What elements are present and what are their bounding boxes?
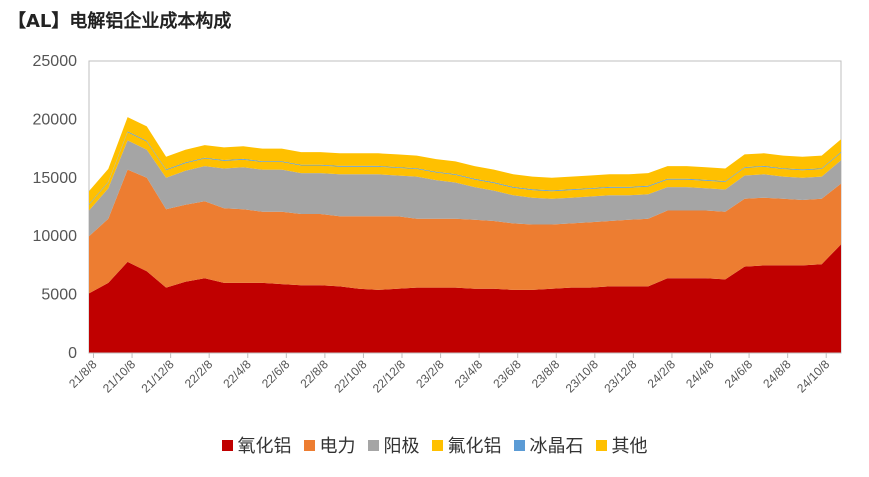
x-tick-label: 22/8/8 — [298, 357, 332, 391]
area-series-2 — [89, 140, 841, 237]
area-series-1 — [89, 169, 841, 294]
x-tick-label: 22/4/8 — [220, 357, 254, 391]
y-tick-label: 15000 — [33, 170, 78, 187]
x-tick-label: 22/2/8 — [182, 357, 216, 391]
x-tick-label: 23/4/8 — [452, 357, 486, 391]
x-tick-label: 24/4/8 — [683, 357, 717, 391]
x-tick-label: 21/12/8 — [139, 357, 177, 395]
x-tick-label: 23/8/8 — [529, 357, 563, 391]
legend-item: 氟化铝 — [431, 432, 502, 458]
legend-label: 冰晶石 — [529, 436, 584, 457]
x-tick-label: 24/10/8 — [794, 357, 832, 395]
x-tick-label: 22/10/8 — [331, 357, 369, 395]
legend-item: 氧化铝 — [221, 432, 292, 458]
area-series-5 — [89, 117, 841, 204]
x-tick-label: 21/8/8 — [66, 357, 100, 391]
legend-swatch — [513, 439, 525, 451]
x-tick-label: 23/10/8 — [563, 357, 601, 395]
legend-label: 氧化铝 — [237, 436, 292, 457]
area-series-3 — [89, 132, 841, 211]
legend-swatch — [431, 439, 443, 451]
x-tick-label: 22/12/8 — [370, 357, 408, 395]
y-axis: 0 5000 10000 15000 20000 25000 — [33, 53, 78, 362]
legend-item: 电力 — [303, 432, 356, 458]
legend-swatch — [303, 439, 315, 451]
legend-label: 电力 — [319, 436, 356, 457]
x-axis: 21/8/8 21/10/8 21/12/8 22/2/8 22/4/8 22/6/8 22… — [66, 352, 841, 395]
area-series-0 — [89, 244, 841, 353]
y-tick-label: 20000 — [33, 111, 78, 128]
y-tick-label: 25000 — [33, 53, 78, 70]
y-tick-label: 5000 — [41, 287, 77, 304]
x-tick-label: 24/6/8 — [722, 357, 756, 391]
legend-label: 其他 — [611, 436, 648, 457]
legend-swatch — [367, 439, 379, 451]
x-tick-label: 21/10/8 — [100, 357, 138, 395]
x-tick-label: 24/8/8 — [760, 357, 794, 391]
x-tick-label: 23/6/8 — [490, 357, 524, 391]
chart-title: 【AL】电解铝企业成本构成 — [8, 11, 232, 32]
legend-label: 氟化铝 — [447, 436, 502, 457]
x-tick-label: 24/2/8 — [645, 357, 679, 391]
x-tick-label: 23/12/8 — [601, 357, 639, 395]
legend-item: 冰晶石 — [513, 432, 584, 458]
x-tick-label: 23/2/8 — [413, 357, 447, 391]
x-tick-label: 22/6/8 — [259, 357, 293, 391]
legend-swatch — [595, 439, 607, 451]
y-tick-label: 0 — [68, 345, 77, 362]
area-layers — [89, 117, 841, 353]
y-tick-label: 10000 — [33, 228, 78, 245]
legend-label: 阳极 — [383, 436, 420, 457]
legend: 氧化铝 电力 阳极 氟化铝 冰晶石 其他 — [0, 432, 869, 458]
legend-item: 阳极 — [367, 432, 420, 458]
legend-swatch — [221, 439, 233, 451]
legend-item: 其他 — [595, 432, 648, 458]
